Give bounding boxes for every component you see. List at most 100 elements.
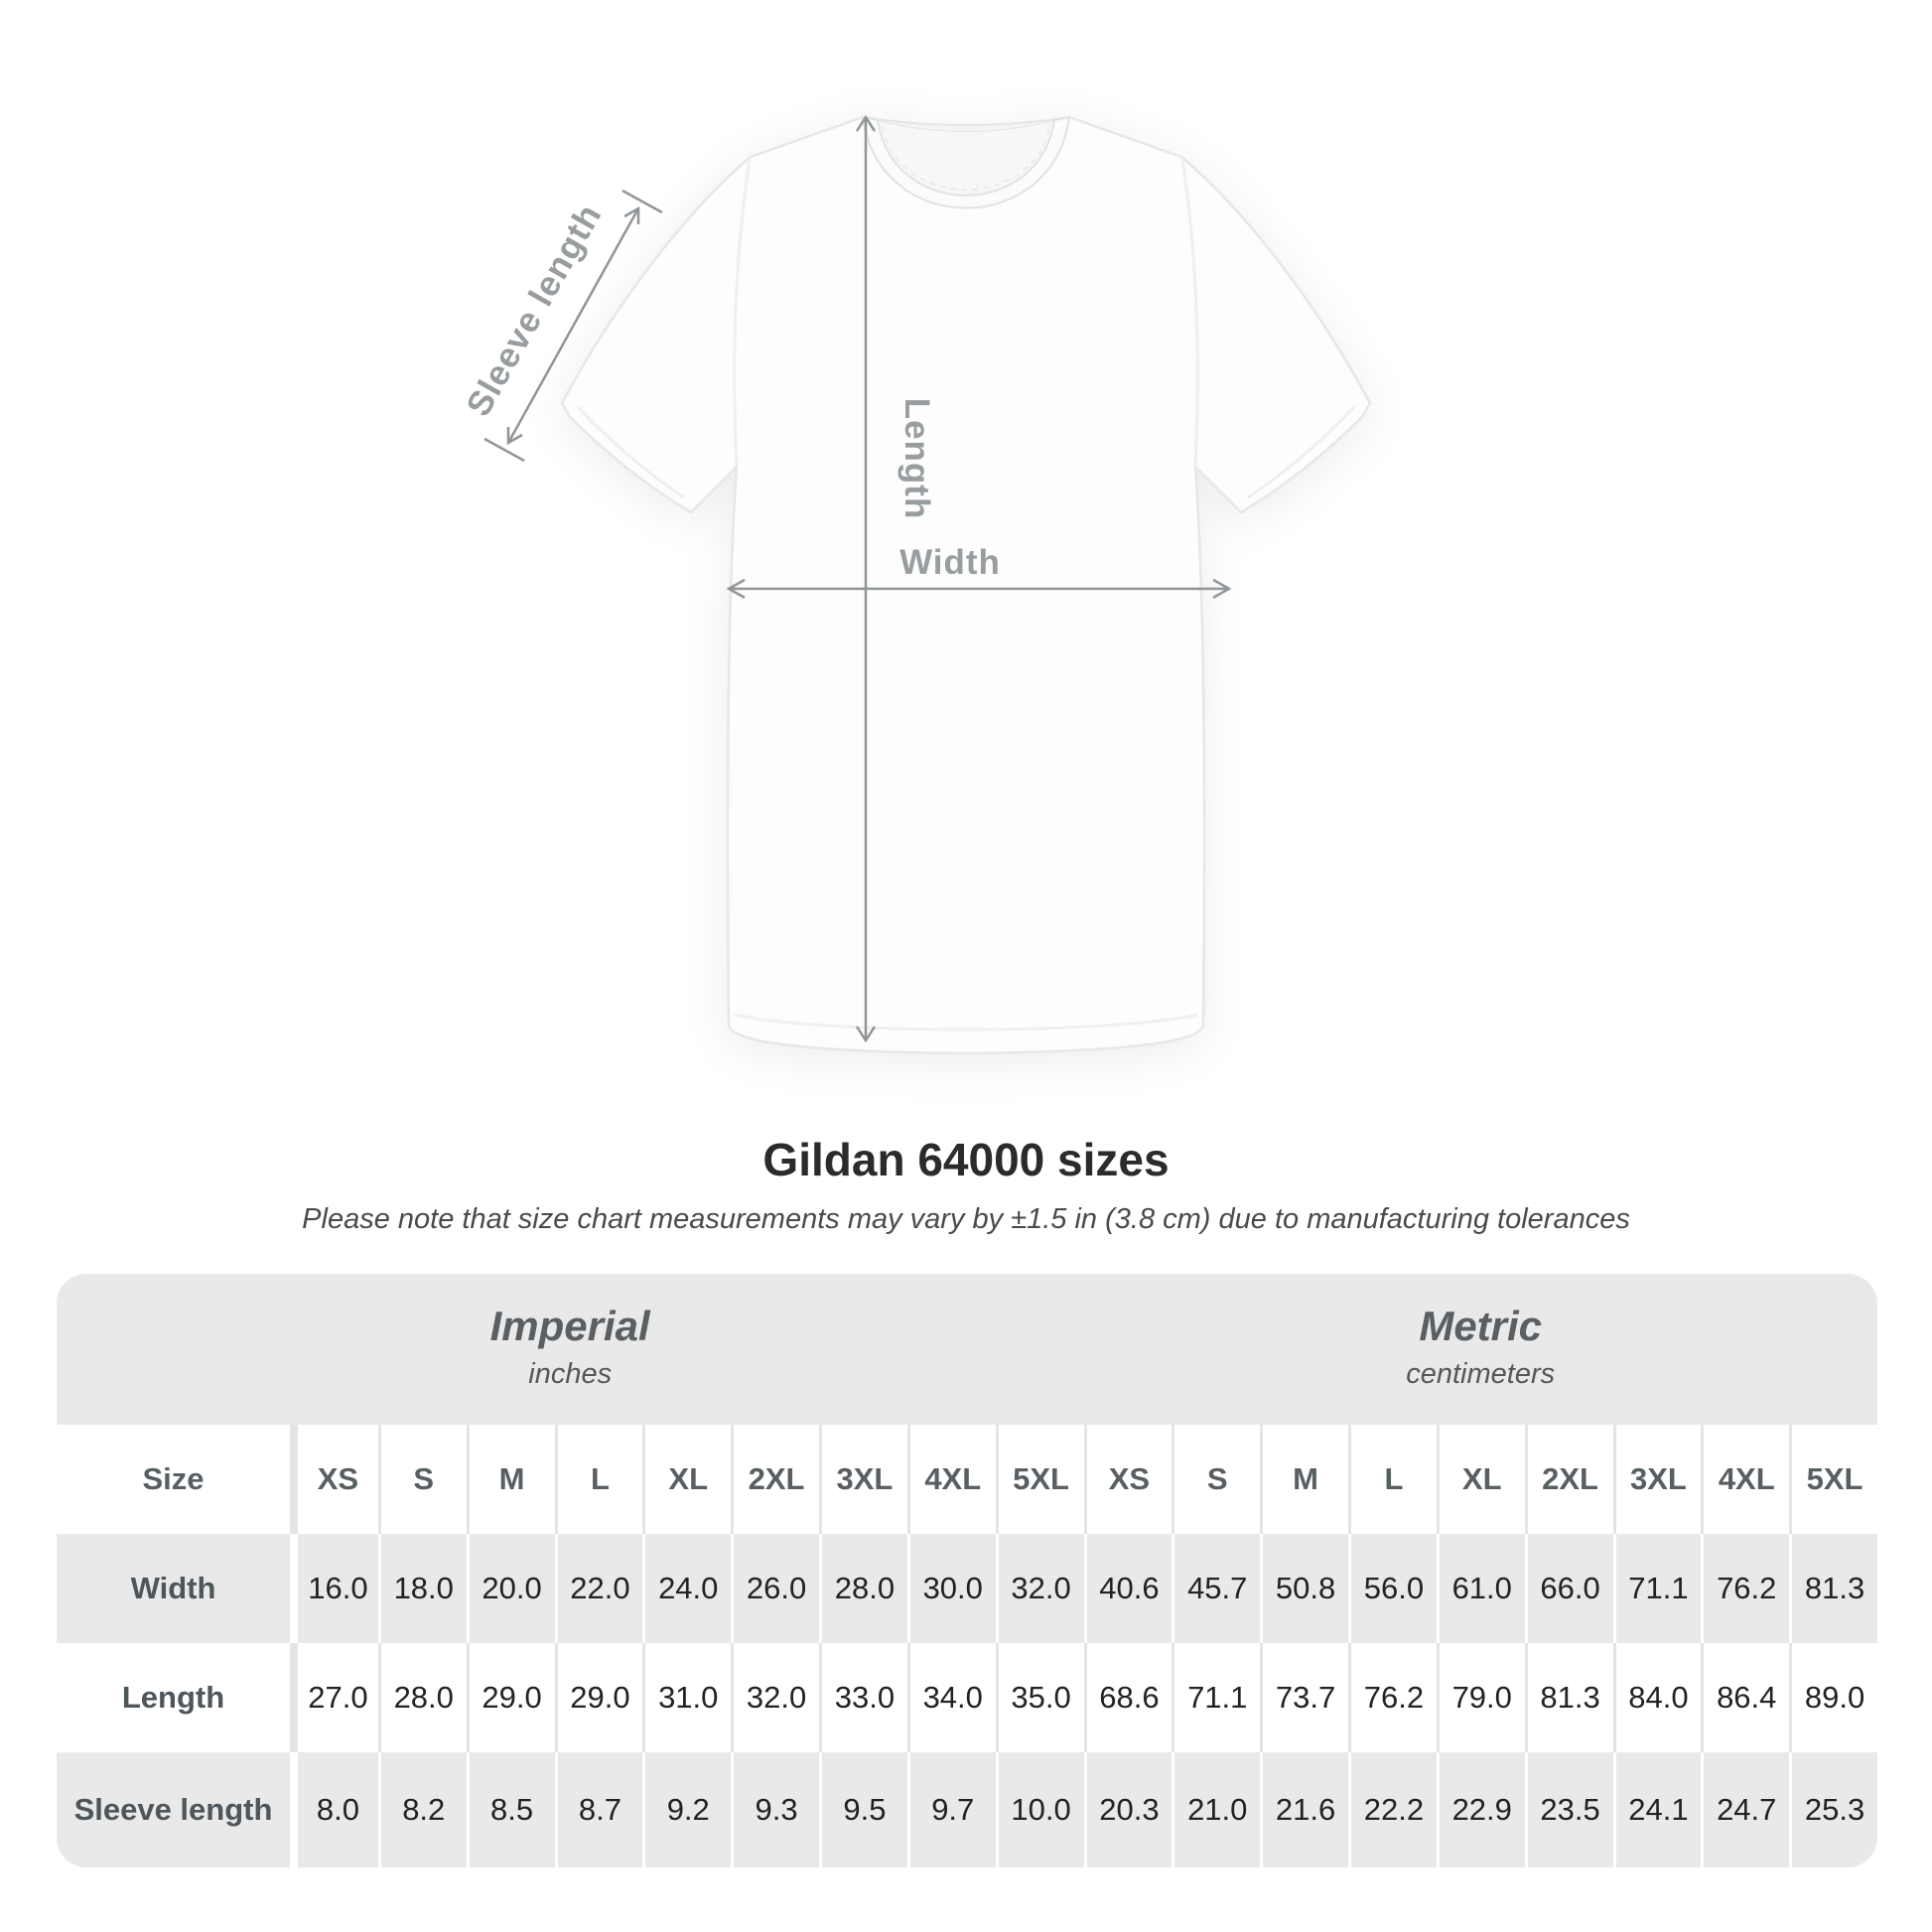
size-header-row: Size XS S M L XL 2XL 3XL 4XL 5XL XS S M L XL 2XL 3XL 4XL 5… <box>57 1425 1877 1534</box>
value-cell: 28.0 <box>377 1643 467 1752</box>
value-cell: 24.1 <box>1612 1752 1702 1867</box>
tshirt-left-cuff-stitch <box>576 405 685 499</box>
measurement-row: Sleeve length 8.0 8.2 8.5 8.7 9.2 9.3 9.5 9.7 10.… <box>57 1752 1877 1867</box>
tshirt-body <box>560 115 1372 1055</box>
value-cell: 89.0 <box>1789 1643 1877 1752</box>
metric-label: Metric <box>1419 1303 1543 1349</box>
value-cell: 22.0 <box>554 1534 643 1643</box>
value-cell: 45.7 <box>1172 1534 1260 1643</box>
value-cell: 29.0 <box>554 1643 643 1752</box>
value-cell: 8.0 <box>290 1752 378 1867</box>
size-column-header: 5XL <box>995 1425 1084 1534</box>
value-cell: 71.1 <box>1612 1534 1702 1643</box>
width-label: Width <box>899 543 1001 582</box>
value-cell: 21.0 <box>1172 1752 1260 1867</box>
value-cell: 8.7 <box>554 1752 643 1867</box>
value-cell: 22.2 <box>1348 1752 1437 1867</box>
value-cell: 8.5 <box>466 1752 555 1867</box>
tshirt-left-sleeve-seam <box>733 158 752 468</box>
tshirt-illustration <box>560 115 1372 1055</box>
sleeve-length-arrow <box>483 189 663 463</box>
value-cell: 40.6 <box>1083 1534 1173 1643</box>
page-subtitle: Please note that size chart measurements… <box>302 1203 1630 1235</box>
unit-group-imperial: Imperial inches <box>57 1274 1083 1425</box>
size-column-header: M <box>1260 1425 1348 1534</box>
tshirt-diagram: Sleeve length Length Width <box>459 114 1372 1055</box>
value-cell: 9.2 <box>642 1752 731 1867</box>
measurement-row-label: Sleeve length <box>73 1792 273 1827</box>
unit-header-band: Imperial inches Metric centimeters <box>57 1274 1877 1425</box>
value-cell: 29.0 <box>466 1643 555 1752</box>
value-cell: 32.0 <box>731 1643 819 1752</box>
size-chart-table: Imperial inches Metric centimeters Size X… <box>57 1274 1877 1867</box>
value-cell: 76.2 <box>1348 1643 1437 1752</box>
measurement-row: Length 27.0 28.0 29.0 29.0 31.0 32.0 33.0 34.0 35… <box>57 1643 1877 1752</box>
measurement-row-label: Length <box>121 1680 225 1715</box>
imperial-label: Imperial <box>489 1303 650 1349</box>
value-cell: 25.3 <box>1789 1752 1877 1867</box>
size-column-header: XS <box>1083 1425 1173 1534</box>
value-cell: 27.0 <box>290 1643 378 1752</box>
value-cell: 16.0 <box>290 1534 378 1643</box>
value-cell: 20.3 <box>1083 1752 1173 1867</box>
value-cell: 24.7 <box>1701 1752 1789 1867</box>
measurement-row: Width 16.0 18.0 20.0 22.0 24.0 26.0 28.0 30.0 32.… <box>57 1534 1877 1643</box>
imperial-unit-label: inches <box>528 1358 613 1390</box>
value-cell: 81.3 <box>1789 1534 1877 1643</box>
size-column-header: S <box>1172 1425 1260 1534</box>
size-column-header: 2XL <box>731 1425 819 1534</box>
value-cell: 34.0 <box>906 1643 996 1752</box>
value-cell: 20.0 <box>466 1534 555 1643</box>
width-arrow <box>726 578 1232 600</box>
page-title: Gildan 64000 sizes <box>762 1134 1170 1185</box>
size-column-header: 3XL <box>819 1425 907 1534</box>
value-cell: 50.8 <box>1260 1534 1348 1643</box>
size-column-header: 3XL <box>1612 1425 1702 1534</box>
size-column-header: 2XL <box>1524 1425 1613 1534</box>
size-column-header: XS <box>290 1425 378 1534</box>
value-cell: 66.0 <box>1524 1534 1613 1643</box>
value-cell: 76.2 <box>1701 1534 1789 1643</box>
size-column-header: XL <box>642 1425 731 1534</box>
value-cell: 10.0 <box>995 1752 1084 1867</box>
value-cell: 24.0 <box>642 1534 731 1643</box>
value-cell: 21.6 <box>1260 1752 1348 1867</box>
value-cell: 71.1 <box>1172 1643 1260 1752</box>
size-column-header: S <box>377 1425 467 1534</box>
tshirt-hem-stitch <box>734 1013 1198 1032</box>
value-cell: 33.0 <box>819 1643 907 1752</box>
value-cell: 23.5 <box>1524 1752 1613 1867</box>
tshirt-right-cuff-stitch <box>1247 405 1356 499</box>
size-column-header: L <box>554 1425 643 1534</box>
value-cell: 9.3 <box>731 1752 819 1867</box>
metric-unit-label: centimeters <box>1406 1358 1556 1390</box>
size-chart-rows: Size XS S M L XL 2XL 3XL 4XL 5XL XS S M L XL 2XL 3XL 4XL 5… <box>57 1425 1877 1867</box>
unit-group-metric: Metric centimeters <box>1083 1274 1877 1425</box>
value-cell: 26.0 <box>731 1534 819 1643</box>
value-cell: 9.7 <box>906 1752 996 1867</box>
value-cell: 9.5 <box>819 1752 907 1867</box>
size-column-header: 4XL <box>906 1425 996 1534</box>
value-cell: 35.0 <box>995 1643 1084 1752</box>
length-label: Length <box>897 398 936 520</box>
value-cell: 30.0 <box>906 1534 996 1643</box>
value-cell: 79.0 <box>1436 1643 1525 1752</box>
value-cell: 31.0 <box>642 1643 731 1752</box>
value-cell: 18.0 <box>377 1534 467 1643</box>
value-cell: 86.4 <box>1701 1643 1789 1752</box>
value-cell: 81.3 <box>1524 1643 1613 1752</box>
measurement-row-label: Width <box>130 1571 216 1605</box>
value-cell: 73.7 <box>1260 1643 1348 1752</box>
size-column-header: L <box>1348 1425 1437 1534</box>
value-cell: 8.2 <box>377 1752 467 1867</box>
value-cell: 84.0 <box>1612 1643 1702 1752</box>
value-cell: 22.9 <box>1436 1752 1525 1867</box>
value-cell: 61.0 <box>1436 1534 1525 1643</box>
size-corner-label: Size <box>142 1461 205 1496</box>
size-column-header: XL <box>1436 1425 1525 1534</box>
tshirt-collar-stitch <box>882 126 1050 191</box>
size-column-header: 5XL <box>1789 1425 1877 1534</box>
size-column-header: 4XL <box>1701 1425 1789 1534</box>
value-cell: 56.0 <box>1348 1534 1437 1643</box>
